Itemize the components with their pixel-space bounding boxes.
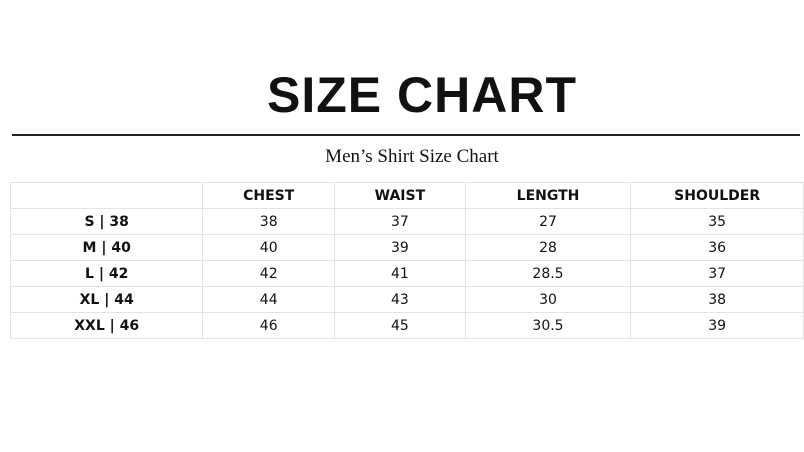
cell: XL | 44 bbox=[9, 286, 204, 313]
table-row: L | 42 42 41 28.5 37 bbox=[9, 260, 804, 287]
cell: 40 bbox=[202, 234, 336, 261]
table-row: XL | 44 44 43 30 38 bbox=[9, 286, 804, 313]
cell: 27 bbox=[464, 208, 632, 235]
cell: 38 bbox=[202, 208, 336, 235]
cell: 28 bbox=[464, 234, 632, 261]
cell: 44 bbox=[202, 286, 336, 313]
cell: 30.5 bbox=[464, 312, 632, 339]
table-row: XXL | 46 46 45 30.5 39 bbox=[9, 312, 804, 339]
divider bbox=[12, 134, 800, 136]
table-row: S | 38 38 37 27 35 bbox=[9, 208, 804, 235]
cell: 38 bbox=[630, 286, 804, 313]
cell: 28.5 bbox=[464, 260, 632, 287]
cell: XXL | 46 bbox=[9, 312, 204, 339]
column-header: CHEST bbox=[202, 182, 336, 209]
cell: 42 bbox=[202, 260, 336, 287]
cell: 39 bbox=[334, 234, 466, 261]
cell: S | 38 bbox=[9, 208, 204, 235]
column-header: WAIST bbox=[334, 182, 466, 209]
subtitle: Men’s Shirt Size Chart bbox=[325, 146, 499, 167]
cell: M | 40 bbox=[9, 234, 204, 261]
cell: 43 bbox=[334, 286, 466, 313]
cell: 35 bbox=[630, 208, 804, 235]
cell: 39 bbox=[630, 312, 804, 339]
cell: 46 bbox=[202, 312, 336, 339]
cell: 37 bbox=[630, 260, 804, 287]
column-header: LENGTH bbox=[464, 182, 632, 209]
size-table: CHEST WAIST LENGTH SHOULDER S | 38 38 37 27 35 M … bbox=[9, 182, 804, 339]
cell: 45 bbox=[334, 312, 466, 339]
cell: L | 42 bbox=[9, 260, 204, 287]
title: SIZE CHART bbox=[267, 67, 577, 123]
column-header bbox=[9, 182, 204, 209]
table-row: M | 40 40 39 28 36 bbox=[9, 234, 804, 261]
header-row: CHEST WAIST LENGTH SHOULDER bbox=[9, 182, 804, 209]
column-header: SHOULDER bbox=[630, 182, 804, 209]
cell: 36 bbox=[630, 234, 804, 261]
cell: 37 bbox=[334, 208, 466, 235]
cell: 41 bbox=[334, 260, 466, 287]
cell: 30 bbox=[464, 286, 632, 313]
